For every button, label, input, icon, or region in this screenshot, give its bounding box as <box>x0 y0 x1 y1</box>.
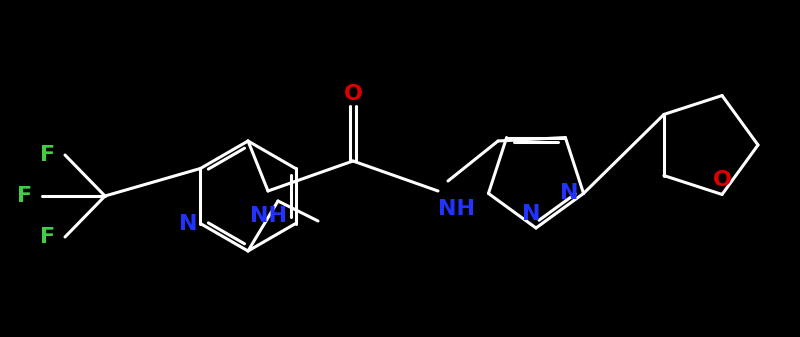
Text: NH: NH <box>250 206 286 226</box>
Text: NH: NH <box>438 199 474 219</box>
Text: N: N <box>179 214 198 234</box>
Text: F: F <box>40 227 55 247</box>
Text: O: O <box>343 84 362 104</box>
Text: N: N <box>560 183 579 204</box>
Text: F: F <box>17 186 32 206</box>
Text: O: O <box>713 171 731 190</box>
Text: F: F <box>40 145 55 165</box>
Text: N: N <box>522 204 540 224</box>
